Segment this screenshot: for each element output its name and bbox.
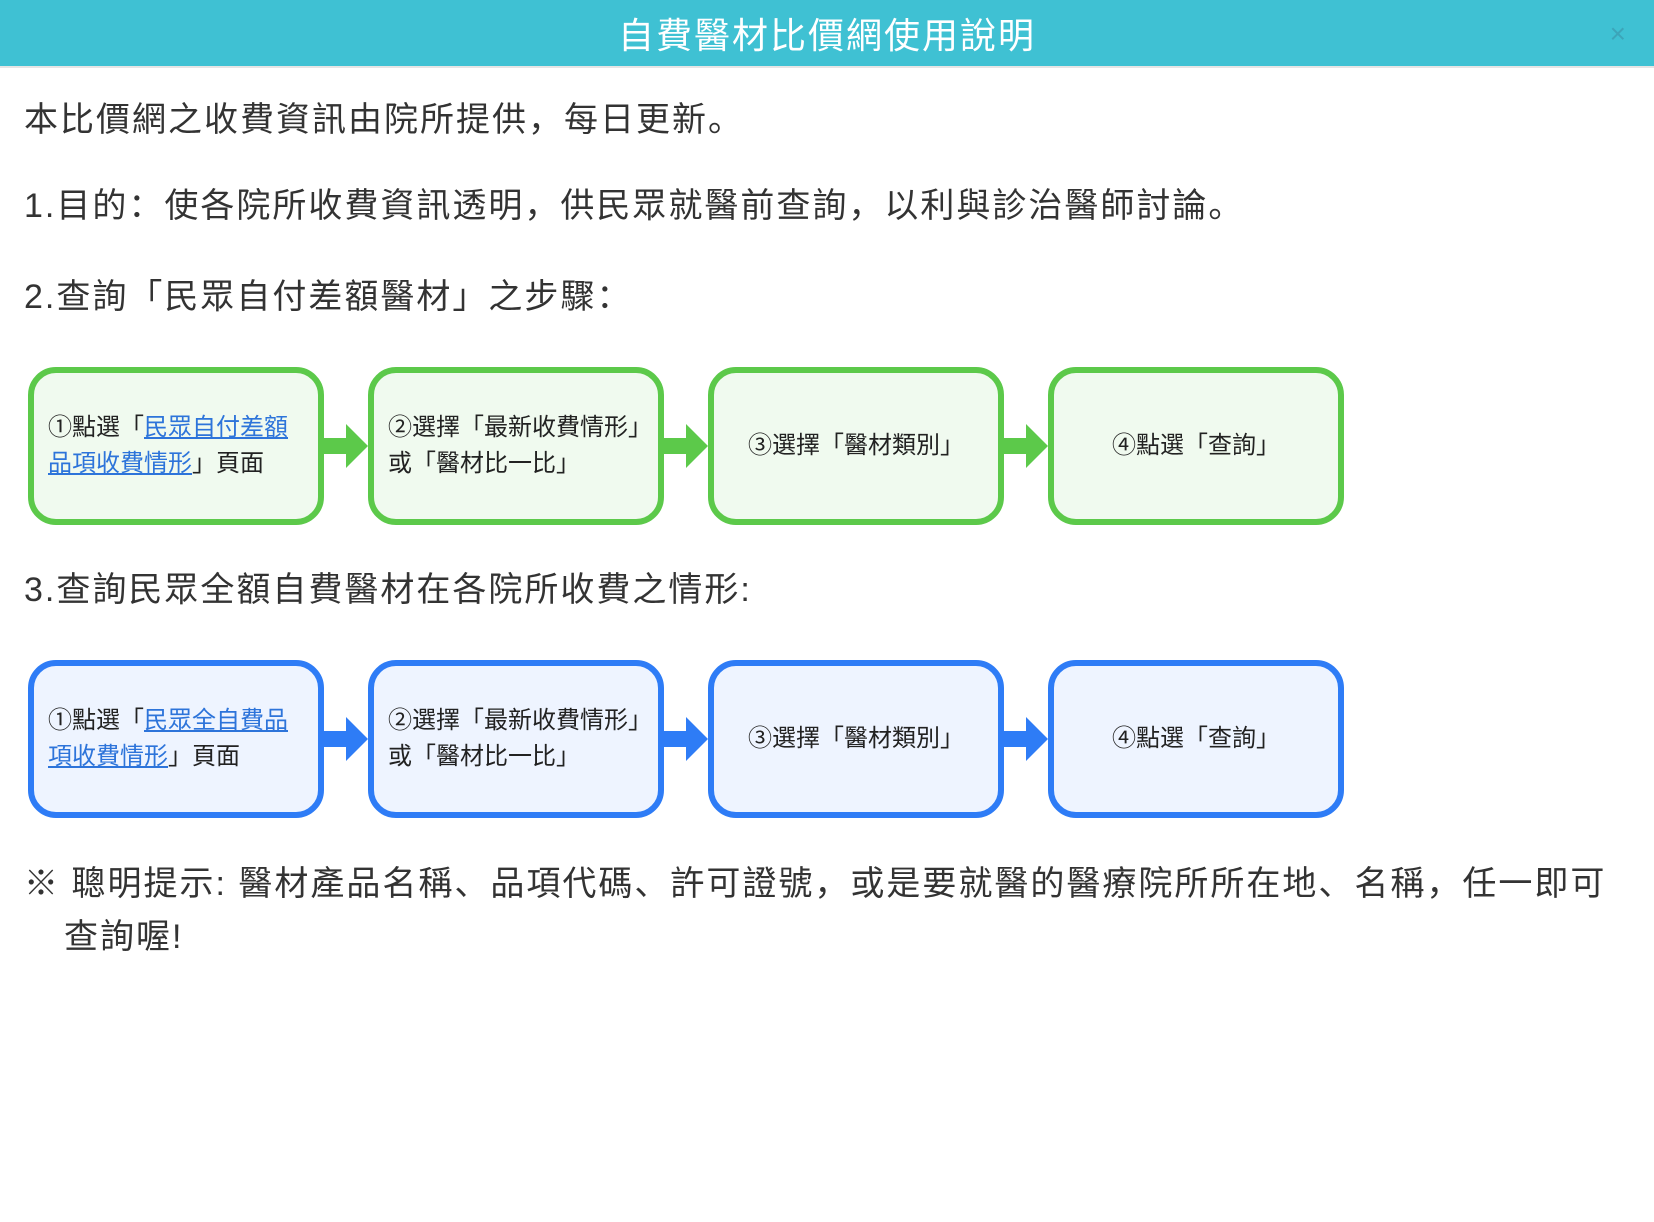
section-1: 1.目的：使各院所收費資訊透明，供民眾就醫前查詢，以利與診治醫師討論。	[24, 181, 1630, 232]
intro-text: 本比價網之收費資訊由院所提供，每日更新。	[24, 92, 1630, 141]
flow-step-2: ②選擇「最新收費情形」或「醫材比一比」	[368, 660, 664, 818]
flowchart-green: ①點選「民眾自付差額品項收費情形」頁面 ②選擇「最新收費情形」或「醫材比一比」 …	[24, 367, 1630, 525]
arrow-right-icon	[664, 709, 708, 769]
flow-step-2: ②選擇「最新收費情形」或「醫材比一比」	[368, 367, 664, 525]
arrow-right-icon	[1004, 709, 1048, 769]
section-2: 2.查詢「民眾自付差額醫材」之步驟： ①點選「民眾自付差額品項收費情形」頁面 ②…	[24, 272, 1630, 525]
flow-step-1: ①點選「民眾自付差額品項收費情形」頁面	[28, 367, 324, 525]
modal-content: 本比價網之收費資訊由院所提供，每日更新。 1.目的：使各院所收費資訊透明，供民眾…	[0, 68, 1654, 1003]
section-2-heading: 2.查詢「民眾自付差額醫材」之步驟：	[24, 272, 1630, 323]
section-3-heading: 3.查詢民眾全額自費醫材在各院所收費之情形:	[24, 565, 1630, 616]
modal-header: 自費醫材比價網使用說明 ×	[0, 0, 1654, 68]
flow-step-3: ③選擇「醫材類別」	[708, 367, 1004, 525]
close-icon[interactable]: ×	[1610, 18, 1626, 50]
modal-title: 自費醫材比價網使用說明	[618, 7, 1036, 59]
flow-step-4: ④點選「查詢」	[1048, 660, 1344, 818]
arrow-right-icon	[1004, 416, 1048, 476]
section-3: 3.查詢民眾全額自費醫材在各院所收費之情形: ①點選「民眾全自費品項收費情形」頁…	[24, 565, 1630, 818]
section-1-heading: 1.目的：使各院所收費資訊透明，供民眾就醫前查詢，以利與診治醫師討論。	[24, 181, 1630, 232]
flowchart-blue: ①點選「民眾全自費品項收費情形」頁面 ②選擇「最新收費情形」或「醫材比一比」 ③…	[24, 660, 1630, 818]
arrow-right-icon	[324, 416, 368, 476]
flow-step-1: ①點選「民眾全自費品項收費情形」頁面	[28, 660, 324, 818]
arrow-right-icon	[664, 416, 708, 476]
arrow-right-icon	[324, 709, 368, 769]
flow-step-4: ④點選「查詢」	[1048, 367, 1344, 525]
flow-step-3: ③選擇「醫材類別」	[708, 660, 1004, 818]
smart-tip: ※ 聰明提示: 醫材產品名稱、品項代碼、許可證號，或是要就醫的醫療院所所在地、名…	[24, 858, 1630, 963]
